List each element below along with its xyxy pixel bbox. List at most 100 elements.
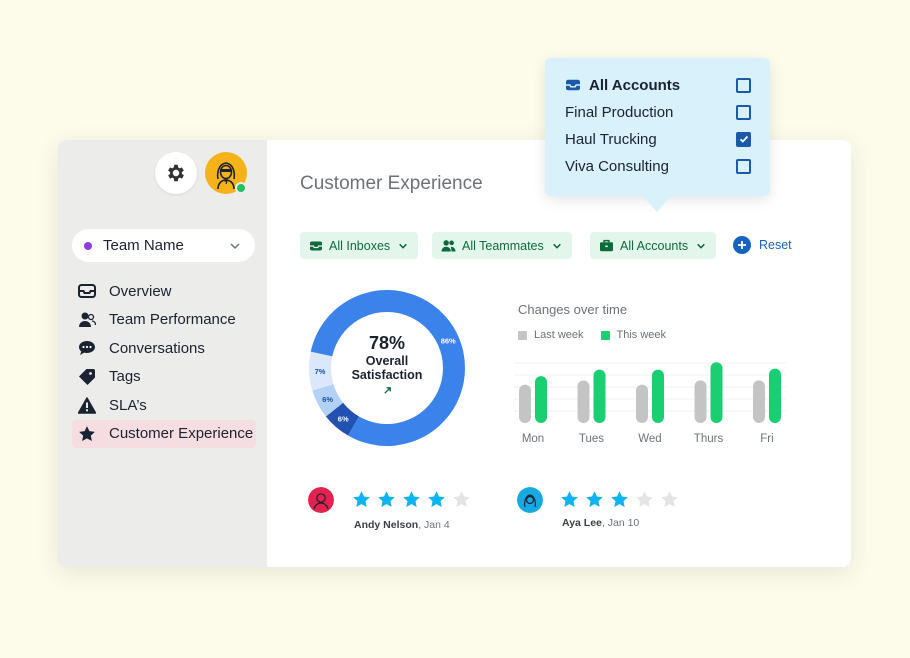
filter-inboxes[interactable]: All Inboxes xyxy=(300,232,419,259)
filter-accounts[interactable]: All Accounts xyxy=(590,232,717,259)
review-date: , Jan 4 xyxy=(418,519,450,531)
popover-item-label: Haul Trucking xyxy=(565,130,657,148)
inbox-icon xyxy=(565,78,581,92)
settings-button[interactable] xyxy=(155,152,197,194)
chart-title: Changes over time xyxy=(518,302,628,317)
star-icon xyxy=(77,424,97,444)
legend-label: Last week xyxy=(534,329,584,341)
reset-label: Reset xyxy=(759,238,792,252)
review-date: , Jan 10 xyxy=(601,517,640,529)
bar-last-week xyxy=(577,380,590,423)
sidebar-item-slas[interactable]: SLA’s xyxy=(72,391,256,420)
user-avatar[interactable] xyxy=(205,152,247,194)
trend-up-arrow-icon xyxy=(383,386,392,395)
sidebar-item-label: SLA’s xyxy=(109,396,147,414)
briefcase-icon xyxy=(599,239,614,252)
donut-slice xyxy=(309,351,334,391)
sidebar-item-overview[interactable]: Overview xyxy=(72,277,256,306)
popover-item-label: Viva Consulting xyxy=(565,157,669,175)
checkbox[interactable] xyxy=(736,158,751,174)
popover-item-viva-consulting[interactable]: Viva Consulting xyxy=(565,156,751,176)
star-filled-icon xyxy=(585,490,604,509)
donut-slice-label: 6% xyxy=(322,395,333,404)
popover-tail xyxy=(641,194,673,212)
star-filled-icon xyxy=(427,490,446,509)
tag-icon xyxy=(77,367,97,387)
reviewer-name-date: Andy Nelson, Jan 4 xyxy=(354,519,450,531)
sidebar-item-team-performance[interactable]: Team Performance xyxy=(72,306,256,335)
donut-slice xyxy=(325,402,359,436)
bar-chart-svg: Mon Tues Wed Thurs Fri xyxy=(514,362,786,445)
bar-this-week xyxy=(535,376,547,423)
legend-swatch xyxy=(600,330,610,340)
legend-swatch xyxy=(518,330,527,340)
popover-item-label: All Accounts xyxy=(589,76,681,94)
filter-teammates[interactable]: All Teammates xyxy=(432,232,572,259)
sidebar-item-label: Team Performance xyxy=(109,311,236,329)
popover-item-final-production[interactable]: Final Production xyxy=(565,102,751,122)
bar-this-week xyxy=(710,362,723,423)
popover-item-all-accounts[interactable]: All Accounts xyxy=(565,75,751,95)
team-select-label: Team Name xyxy=(103,237,184,254)
inbox-icon xyxy=(309,240,323,252)
x-tick-label: Fri xyxy=(760,433,773,445)
donut-slice-label: 7% xyxy=(315,367,326,376)
team-color-dot xyxy=(84,241,92,250)
sidebar: Team Name Overview Team Performance xyxy=(58,140,267,567)
sidebar-item-tags[interactable]: Tags xyxy=(72,363,256,392)
legend-item-this-week: This week xyxy=(600,329,666,341)
x-tick-label: Thurs xyxy=(694,433,724,445)
checkbox[interactable] xyxy=(736,77,751,93)
plus-circle-icon xyxy=(733,236,751,254)
bar-last-week xyxy=(694,380,707,423)
bar-this-week xyxy=(593,369,606,423)
sidebar-item-label: Customer Experience xyxy=(109,425,254,443)
checkbox[interactable] xyxy=(736,104,751,120)
chart-legend: Last week This week xyxy=(518,329,683,341)
dashboard-card: Team Name Overview Team Performance xyxy=(58,140,851,567)
donut-chart-svg: 86% 6% 6% 7% xyxy=(309,290,465,447)
donut-slice-label: 6% xyxy=(338,415,349,424)
star-empty-icon xyxy=(452,490,471,509)
chevron-down-icon xyxy=(229,240,241,252)
sidebar-nav: Overview Team Performance Conversations … xyxy=(72,277,256,448)
bar-last-week xyxy=(636,384,648,423)
x-tick-label: Wed xyxy=(638,433,661,445)
checkbox-checked[interactable] xyxy=(736,131,751,147)
inbox-icon xyxy=(77,281,97,301)
bar-this-week xyxy=(652,369,664,423)
chat-bubble-icon xyxy=(77,338,97,358)
bar-last-week xyxy=(519,384,531,423)
donut-slice-label: 86% xyxy=(441,337,456,346)
popover-item-label: Final Production xyxy=(565,103,674,121)
filter-teammates-label: All Teammates xyxy=(462,238,544,253)
filter-inboxes-label: All Inboxes xyxy=(329,238,391,253)
satisfaction-label-line2: Satisfaction xyxy=(351,368,423,382)
sidebar-item-conversations[interactable]: Conversations xyxy=(72,334,256,363)
team-select[interactable]: Team Name xyxy=(72,229,255,262)
donut-slice xyxy=(312,384,344,417)
page-title: Customer Experience xyxy=(300,173,483,194)
reviewer-name-date: Aya Lee, Jan 10 xyxy=(562,517,639,529)
bar-last-week xyxy=(753,380,765,423)
chevron-down-icon xyxy=(552,241,562,251)
gear-icon xyxy=(168,164,184,182)
star-filled-icon xyxy=(402,490,421,509)
satisfaction-percent: 78% xyxy=(368,333,406,353)
donut-center: 78% Overall Satisfaction xyxy=(308,289,466,447)
reviewer-name: Andy Nelson xyxy=(354,519,419,531)
x-tick-label: Mon xyxy=(522,433,544,445)
sidebar-item-label: Tags xyxy=(109,368,141,386)
star-empty-icon xyxy=(635,490,654,509)
reviewer-avatar xyxy=(517,487,543,513)
accounts-dropdown-popover: All Accounts Final Production Haul Truck… xyxy=(545,58,770,196)
rating-stars xyxy=(352,490,477,509)
popover-item-haul-trucking[interactable]: Haul Trucking xyxy=(565,129,751,149)
checkmark-icon xyxy=(739,135,748,143)
reset-button[interactable]: Reset xyxy=(733,236,792,254)
sidebar-item-customer-experience[interactable]: Customer Experience xyxy=(72,419,256,448)
sidebar-item-label: Overview xyxy=(109,282,172,300)
chevron-down-icon xyxy=(696,241,706,251)
user-portrait-icon xyxy=(216,162,236,190)
filter-accounts-label: All Accounts xyxy=(620,238,689,253)
